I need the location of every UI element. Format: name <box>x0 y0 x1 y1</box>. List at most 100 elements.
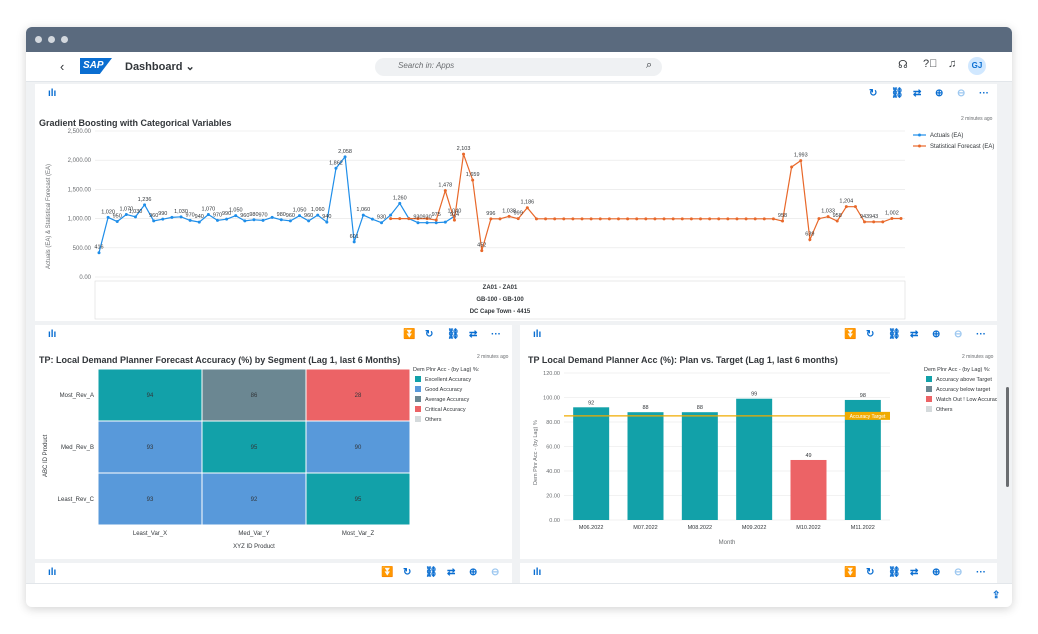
x-category-label: M08.2022 <box>688 525 712 531</box>
swap-icon[interactable]: ⇄ <box>447 567 456 578</box>
collapse-icon[interactable]: ⏬ <box>381 567 394 578</box>
page-scrollbar[interactable] <box>1006 387 1009 487</box>
card-toolbar: ılı ↻ ⛓ ⇄ ⊕ ⊖ ··· <box>35 84 997 106</box>
x-category-label: M10.2022 <box>796 525 820 531</box>
search-field[interactable]: Search in: Apps ⌕ <box>375 58 662 76</box>
legend-label: Accuracy above Target <box>936 377 992 383</box>
link-icon[interactable]: ⛓ <box>891 88 904 99</box>
window-maximize-dot[interactable] <box>61 36 68 43</box>
y-tick-label: 1,500.00 <box>68 187 92 193</box>
window-titlebar <box>26 27 1012 52</box>
actuals-point <box>389 213 393 217</box>
forecast-point <box>407 217 411 221</box>
legend-swatch <box>926 406 932 412</box>
collapse-icon[interactable]: ⏬ <box>844 329 857 340</box>
avatar[interactable]: GJ <box>968 57 986 75</box>
data-label: 601 <box>350 234 359 240</box>
collapse-icon[interactable]: ⏬ <box>844 567 857 578</box>
zoom-out-icon[interactable]: ⊖ <box>957 88 966 99</box>
zoom-out-icon[interactable]: ⊖ <box>954 329 963 340</box>
y-axis-label: Actuals (EA) & Statistical Forecast (EA) <box>46 164 52 269</box>
x-category-label: M11.2022 <box>851 525 875 531</box>
y-tick-label: 120.00 <box>543 371 560 377</box>
actuals-point <box>197 220 201 224</box>
link-icon[interactable]: ⛓ <box>447 329 460 340</box>
bar <box>790 459 827 520</box>
data-label: 1,002 <box>885 210 899 216</box>
forecast-point <box>507 214 511 218</box>
share-icon[interactable]: ⇪ <box>992 590 1001 601</box>
forecast-point <box>844 205 848 209</box>
data-label: 1,030 <box>129 209 143 215</box>
more-icon[interactable]: ··· <box>976 567 986 578</box>
swap-icon[interactable]: ⇄ <box>469 329 478 340</box>
legend-swatch <box>926 376 932 382</box>
zoom-out-icon[interactable]: ⊖ <box>491 567 500 578</box>
card-title: TP Local Demand Planner Acc (%): Plan vs… <box>528 355 838 365</box>
refresh-icon[interactable]: ↻ <box>866 329 875 340</box>
forecast-point <box>516 217 520 221</box>
help-icon[interactable]: ?⃝ <box>923 58 938 70</box>
y-tick-label: 20.00 <box>546 494 560 500</box>
forecast-point <box>398 217 402 221</box>
forecast-point <box>544 217 548 221</box>
card-bottom-right: ılı ⏬ ↻ ⛓ ⇄ ⊕ ⊖ ··· <box>520 563 997 583</box>
forecast-point <box>489 217 493 221</box>
actuals-point <box>370 217 374 221</box>
link-icon[interactable]: ⛓ <box>888 567 901 578</box>
data-label: 930 <box>413 215 422 221</box>
card-heatmap: ılı ⏬ ↻ ⛓ ⇄ ··· TP: Local Demand Planner… <box>35 325 512 559</box>
forecast-point <box>826 215 830 219</box>
zoom-in-icon[interactable]: ⊕ <box>932 329 941 340</box>
zoom-in-icon[interactable]: ⊕ <box>935 88 944 99</box>
chart-icon[interactable]: ılı <box>48 567 57 578</box>
actuals-point <box>161 217 165 221</box>
actuals-point <box>325 220 329 224</box>
headset-icon[interactable]: ☊ <box>898 59 908 71</box>
swap-icon[interactable]: ⇄ <box>910 567 919 578</box>
chart-icon[interactable]: ılı <box>48 329 57 340</box>
actuals-point <box>261 218 265 222</box>
refresh-icon[interactable]: ↻ <box>403 567 412 578</box>
forecast-point <box>708 217 712 221</box>
chart-icon[interactable]: ılı <box>48 88 57 99</box>
actuals-point <box>380 221 384 225</box>
forecast-point <box>781 219 785 223</box>
more-icon[interactable]: ··· <box>979 88 989 99</box>
link-icon[interactable]: ⛓ <box>888 329 901 340</box>
actuals-point <box>133 215 137 219</box>
bell-icon[interactable]: ♫ <box>948 58 957 70</box>
y-tick-label: 100.00 <box>543 396 560 402</box>
refresh-icon[interactable]: ↻ <box>425 329 434 340</box>
sap-logo[interactable]: SAP <box>80 58 112 74</box>
data-label: 990 <box>222 211 231 217</box>
more-icon[interactable]: ··· <box>976 329 986 340</box>
y-tick-label: 1,000.00 <box>68 217 92 223</box>
zoom-in-icon[interactable]: ⊕ <box>932 567 941 578</box>
app-title-menu[interactable]: Dashboard ⌄ <box>125 61 195 73</box>
swap-icon[interactable]: ⇄ <box>913 88 922 99</box>
refresh-timestamp: 2 minutes ago <box>962 354 994 360</box>
chart-icon[interactable]: ılı <box>533 567 542 578</box>
heatmap-cell <box>97 368 203 422</box>
refresh-icon[interactable]: ↻ <box>869 88 878 99</box>
forecast-point <box>416 217 420 221</box>
zoom-in-icon[interactable]: ⊕ <box>469 567 478 578</box>
swap-icon[interactable]: ⇄ <box>910 329 919 340</box>
zoom-out-icon[interactable]: ⊖ <box>954 567 963 578</box>
chart-icon[interactable]: ılı <box>533 329 542 340</box>
forecast-point <box>635 217 639 221</box>
window-minimize-dot[interactable] <box>48 36 55 43</box>
back-button[interactable]: ‹ <box>60 59 65 74</box>
actuals-point <box>188 218 192 222</box>
refresh-icon[interactable]: ↻ <box>866 567 875 578</box>
actuals-point <box>179 215 183 219</box>
data-label: 1,993 <box>794 153 808 159</box>
window-close-dot[interactable] <box>35 36 42 43</box>
actuals-point <box>152 219 156 223</box>
search-icon[interactable]: ⌕ <box>646 59 653 71</box>
forecast-point <box>425 217 429 221</box>
more-icon[interactable]: ··· <box>491 329 501 340</box>
link-icon[interactable]: ⛓ <box>425 567 438 578</box>
collapse-icon[interactable]: ⏬ <box>403 329 416 340</box>
